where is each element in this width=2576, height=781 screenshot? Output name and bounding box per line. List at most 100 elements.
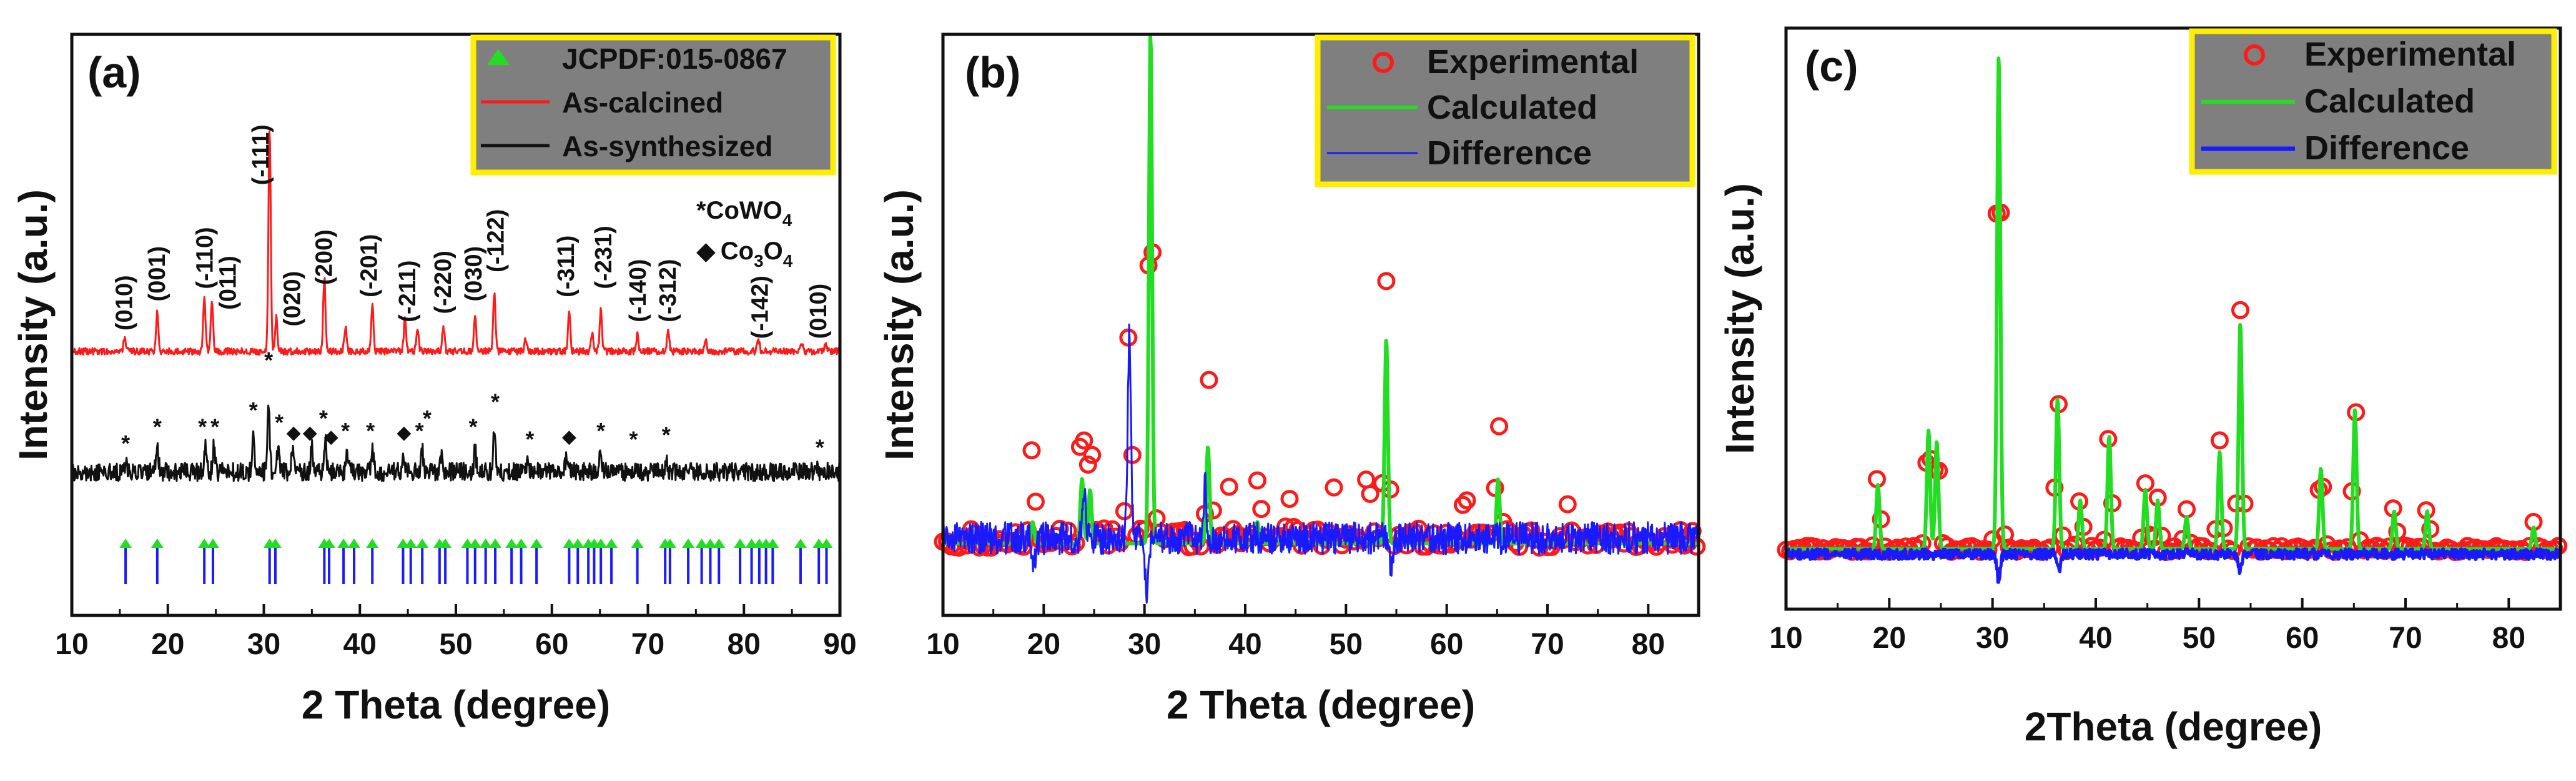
panel-b-x-axis-title: 2 Theta (degree) — [1167, 682, 1475, 727]
panel-c: 10 20 30 40 50 60 70 80 (c) 2Theta (degree) Int… — [1717, 26, 2568, 749]
hkl-label: (-140) — [625, 259, 651, 322]
panel-b-x-tick-label: 60 — [1430, 628, 1463, 661]
panel-a-x-tick-label: 20 — [151, 628, 184, 661]
panel-a-legend-label-synthesized: As-synthesized — [562, 130, 772, 162]
reference-triangle-marker — [766, 539, 779, 548]
cowo4-phase-mark: * — [816, 435, 824, 460]
panel-c-tick-layer: 10 20 30 40 50 60 70 80 — [1769, 598, 2525, 655]
panel-b-label: (b) — [965, 48, 1020, 97]
hkl-label: (-122) — [483, 209, 510, 272]
hkl-label: (020) — [280, 271, 306, 327]
panel-a-x-tick-label: 70 — [631, 628, 664, 661]
panel-c-plot-layer — [1777, 56, 2568, 584]
panel-b-tick-layer: 10 20 30 40 50 60 70 80 — [926, 604, 1665, 661]
reference-triangle-marker — [366, 539, 379, 548]
cowo4-phase-mark: * — [525, 426, 534, 452]
panel-a-tick-layer: 10 20 30 40 50 60 70 80 90 — [55, 604, 857, 661]
reference-triangle-marker — [119, 539, 132, 548]
panel-b-x-tick-label: 50 — [1330, 628, 1363, 661]
experimental-point — [1252, 500, 1271, 519]
cowo4-phase-mark: * — [319, 405, 328, 431]
experimental-point — [1558, 495, 1577, 514]
panel-c-x-tick-label: 80 — [2492, 622, 2525, 655]
hkl-label: (-312) — [655, 259, 681, 322]
hkl-label: (-311) — [553, 236, 580, 297]
panel-a-legend-marker-reference — [487, 49, 510, 65]
series-line-difference — [942, 323, 1700, 604]
reference-triangle-marker — [682, 539, 695, 548]
hkl-label: (-110) — [192, 227, 219, 289]
reference-triangle-marker — [348, 539, 361, 548]
panel-b-x-tick-label: 10 — [926, 628, 959, 661]
phase-legend-cowo4-text: CoWO — [706, 197, 782, 224]
reference-triangle-marker — [198, 539, 211, 548]
experimental-point — [1078, 455, 1097, 474]
panel-c-x-tick-label: 10 — [1769, 622, 1802, 655]
panel-c-y-axis-title: Intensity (a.u.) — [1717, 183, 1762, 454]
panel-b-x-tick-label: 80 — [1632, 628, 1665, 661]
reference-triangle-marker — [734, 539, 747, 548]
phase-legend-co3o4-symbol: ◆ — [696, 237, 716, 265]
cowo4-phase-mark: * — [121, 430, 130, 456]
hkl-label: (030) — [461, 246, 487, 302]
cowo4-phase-mark: * — [153, 414, 162, 439]
panel-c-legend-label-calculated: Calculated — [2304, 82, 2475, 120]
hkl-label: (-111) — [248, 124, 274, 185]
series-line-as-synthesized — [71, 404, 841, 482]
panel-a-phase-legend: *CoWO4 ◆ Co3O4 — [696, 197, 793, 271]
cowo4-phase-mark: * — [415, 418, 424, 444]
panel-a-plot-layer: (010)(001) (-110)(011)(-111)(020)(200) (-2… — [71, 124, 841, 584]
panel-c-x-tick-label: 50 — [2183, 622, 2216, 655]
panel-c-x-tick-label: 30 — [1976, 622, 2009, 655]
panel-a-x-tick-label: 80 — [728, 628, 761, 661]
panel-c-legend-label-difference: Difference — [2304, 129, 2469, 167]
cowo4-phase-mark: * — [264, 347, 273, 373]
experimental-point — [2210, 431, 2229, 450]
reference-triangle-marker — [631, 539, 644, 548]
phase-legend-co3o4: ◆ Co3O4 — [696, 237, 793, 271]
experimental-point — [2177, 500, 2196, 519]
experimental-point — [1325, 478, 1343, 497]
panel-b-legend-label-difference: Difference — [1427, 134, 1592, 172]
cowo4-phase-mark: * — [629, 426, 638, 452]
cowo4-phase-mark: * — [366, 418, 375, 444]
experimental-point — [1458, 491, 1476, 510]
panel-a-label: (a) — [87, 48, 141, 97]
co3o4-phase-mark: ◆ — [397, 422, 411, 443]
experimental-point — [1490, 417, 1509, 435]
panel-c-x-axis-title: 2Theta (degree) — [2025, 704, 2322, 749]
reference-triangle-marker — [663, 539, 676, 548]
panel-a-legend-label-reference: JCPDF:015-0867 — [562, 42, 787, 75]
panel-a-y-axis-title: Intensity (a.u.) — [11, 189, 56, 460]
reference-triangle-marker — [713, 539, 726, 548]
reference-triangle-marker — [207, 539, 220, 548]
hkl-label: (011) — [215, 256, 242, 310]
panel-c-legend-marker-experimental — [2244, 44, 2265, 66]
hkl-label: (-142) — [747, 276, 773, 339]
panel-a-x-tick-label: 90 — [823, 628, 856, 661]
reference-triangle-marker — [794, 539, 807, 548]
series-line-as-calcined — [71, 130, 841, 356]
phase-legend-cowo4: *CoWO4 — [696, 197, 792, 230]
panel-b-frame — [941, 32, 1700, 617]
reference-triangle-marker — [530, 539, 543, 548]
panel-b-x-tick-label: 30 — [1128, 628, 1161, 661]
cowo4-phase-mark: * — [469, 414, 478, 439]
reference-triangle-marker — [416, 539, 429, 548]
co3o4-phase-mark: ◆ — [287, 422, 301, 443]
panel-b-plot-layer — [934, 35, 1706, 604]
panel-c-x-tick-label: 60 — [2286, 622, 2319, 655]
series-line-difference — [1784, 547, 2562, 584]
hkl-label: (-231) — [591, 226, 617, 289]
panel-c-legend: Experimental Calculated Difference — [2189, 28, 2557, 175]
reference-triangle-marker — [505, 539, 518, 548]
panel-a-legend: JCPDF:015-0867 As-calcined As-synthesize… — [470, 34, 836, 176]
panel-a-x-tick-label: 10 — [55, 628, 88, 661]
panel-a-x-tick-label: 50 — [439, 628, 472, 661]
panel-a: (010)(001) (-110)(011)(-111)(020)(200) (-2… — [11, 32, 857, 727]
experimental-point — [1361, 484, 1379, 503]
phase-legend-cowo4-subscript: 4 — [782, 211, 792, 230]
panel-a-legend-box — [470, 34, 836, 176]
experimental-point — [2231, 301, 2249, 319]
